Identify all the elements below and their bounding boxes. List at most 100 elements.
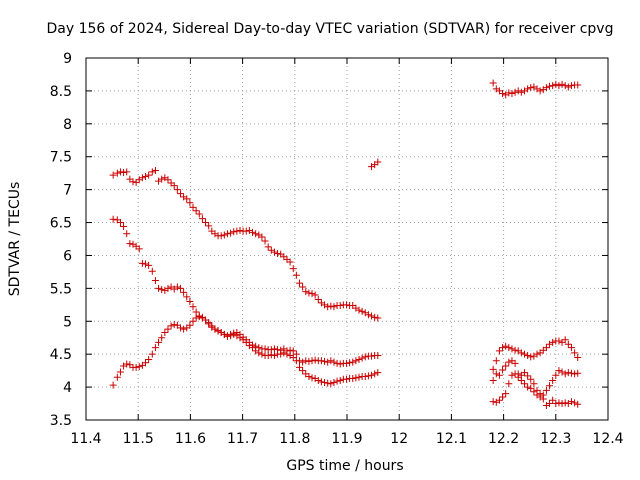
data-point xyxy=(129,178,137,186)
data-point xyxy=(505,358,513,366)
data-point xyxy=(164,284,172,292)
data-point xyxy=(520,380,528,388)
data-point xyxy=(305,357,313,365)
data-point xyxy=(333,359,341,367)
data-point xyxy=(227,229,235,237)
data-point xyxy=(217,232,225,240)
data-point xyxy=(514,87,522,95)
data-point xyxy=(317,378,325,386)
data-point xyxy=(511,359,519,367)
y-tick-label: 8.5 xyxy=(50,84,72,100)
data-point xyxy=(202,316,210,324)
data-point xyxy=(261,237,269,245)
data-point xyxy=(571,399,579,407)
y-tick-label: 9 xyxy=(63,51,72,67)
data-point xyxy=(564,83,572,91)
x-tick-label: 11.8 xyxy=(279,431,310,447)
data-point xyxy=(289,265,297,273)
data-point xyxy=(205,222,213,230)
x-tick-label: 11.6 xyxy=(175,431,206,447)
data-point xyxy=(202,219,210,227)
data-point xyxy=(530,380,538,388)
data-point xyxy=(555,82,563,90)
data-point xyxy=(561,336,569,344)
data-point xyxy=(549,82,557,90)
data-point xyxy=(492,370,500,378)
data-points xyxy=(109,79,582,410)
data-point xyxy=(308,374,316,382)
data-point xyxy=(349,358,357,366)
data-point xyxy=(561,82,569,90)
x-axis-label: GPS time / hours xyxy=(286,458,403,474)
data-point xyxy=(116,168,124,176)
data-point xyxy=(123,230,131,238)
data-point xyxy=(261,345,269,353)
data-point xyxy=(151,344,159,352)
data-point xyxy=(324,379,332,387)
grid-lines xyxy=(86,58,608,420)
data-point xyxy=(555,337,563,345)
data-point xyxy=(324,303,332,311)
data-point xyxy=(342,375,350,383)
data-point xyxy=(158,175,166,183)
data-point xyxy=(364,311,372,319)
data-point xyxy=(317,357,325,365)
data-point xyxy=(292,357,300,365)
data-point xyxy=(567,82,575,90)
data-point xyxy=(533,350,541,358)
data-point xyxy=(311,291,319,299)
data-point xyxy=(142,260,150,268)
data-point xyxy=(508,90,516,98)
data-point xyxy=(192,308,200,316)
data-point xyxy=(495,347,503,355)
data-point xyxy=(277,350,285,358)
data-point xyxy=(542,84,550,92)
data-point xyxy=(546,382,554,390)
data-point xyxy=(192,207,200,215)
data-point xyxy=(186,199,194,207)
data-point xyxy=(517,377,525,385)
data-point xyxy=(489,398,497,406)
data-point xyxy=(308,357,316,365)
data-point xyxy=(517,88,525,96)
data-point xyxy=(286,258,294,266)
data-point xyxy=(549,377,557,385)
y-tick-label: 3.5 xyxy=(50,413,72,429)
x-tick-labels: 11.4 11.5 11.6 11.7 11.8 11.9 12 12.1 12.2 12.3 12… xyxy=(70,431,623,447)
data-point xyxy=(189,203,197,211)
data-point xyxy=(123,360,131,368)
data-point xyxy=(536,87,544,95)
data-point xyxy=(511,370,519,378)
data-point xyxy=(330,358,338,366)
data-point xyxy=(113,169,121,177)
data-point xyxy=(155,338,163,346)
data-point xyxy=(123,168,131,176)
data-point xyxy=(555,399,563,407)
data-point xyxy=(524,85,532,93)
data-point xyxy=(116,368,124,376)
data-point xyxy=(336,360,344,368)
series-track-f xyxy=(489,357,582,399)
data-point xyxy=(542,386,550,394)
data-point xyxy=(502,390,510,398)
data-point xyxy=(233,227,241,235)
data-point xyxy=(558,400,566,408)
data-point xyxy=(292,350,300,358)
data-point xyxy=(321,378,329,386)
data-point xyxy=(508,371,516,379)
data-point xyxy=(558,80,566,88)
data-point xyxy=(270,345,278,353)
data-point xyxy=(186,321,194,329)
y-tick-label: 8 xyxy=(63,117,72,133)
y-tick-label: 4 xyxy=(63,380,72,396)
data-point xyxy=(517,349,525,357)
data-point xyxy=(155,284,163,292)
data-point xyxy=(302,357,310,365)
x-tick-label: 11.9 xyxy=(331,431,362,447)
data-point xyxy=(258,350,266,358)
data-point xyxy=(170,321,178,329)
data-point xyxy=(511,346,519,354)
data-point xyxy=(295,279,303,287)
